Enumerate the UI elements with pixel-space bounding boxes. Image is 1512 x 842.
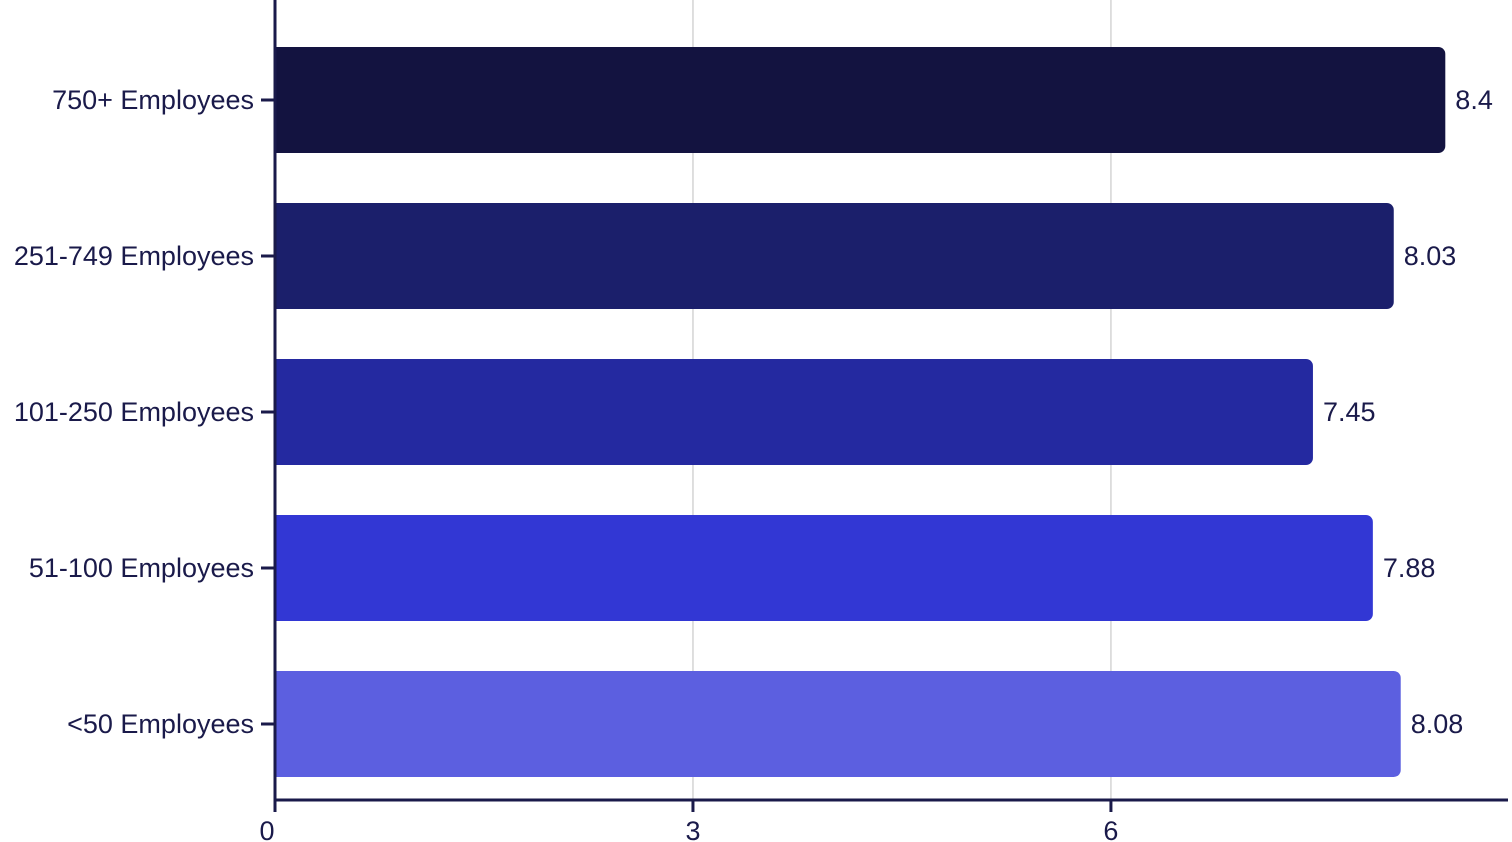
value-label-2: 7.45 <box>1323 397 1376 427</box>
bar-1 <box>275 203 1394 309</box>
axes <box>261 0 1508 812</box>
x-tick-label-2: 6 <box>1103 816 1118 842</box>
value-label-3: 7.88 <box>1383 553 1436 583</box>
category-label-2: 101-250 Employees <box>14 397 254 427</box>
bar-3 <box>275 515 1373 621</box>
value-label-1: 8.03 <box>1404 241 1457 271</box>
bar-edge-1 <box>275 203 285 309</box>
bar-4 <box>275 671 1401 777</box>
category-label-1: 251-749 Employees <box>14 241 254 271</box>
bar-edge-4 <box>275 671 285 777</box>
x-tick-label-0: 0 <box>259 816 274 842</box>
bar-edge-0 <box>275 47 285 153</box>
bar-edge-3 <box>275 515 285 621</box>
x-tick-label-1: 3 <box>685 816 700 842</box>
category-label-3: 51-100 Employees <box>29 553 254 583</box>
category-label-0: 750+ Employees <box>52 85 254 115</box>
value-label-0: 8.4 <box>1455 85 1493 115</box>
labels: 8.4 750+ Employees 8.03 251-749 Employees 7.… <box>14 85 1493 842</box>
bar-0 <box>275 47 1446 153</box>
category-label-4: <50 Employees <box>67 709 254 739</box>
bar-edge-2 <box>275 359 285 465</box>
bar-2 <box>275 359 1313 465</box>
value-label-4: 8.08 <box>1411 709 1464 739</box>
bars <box>275 47 1446 777</box>
